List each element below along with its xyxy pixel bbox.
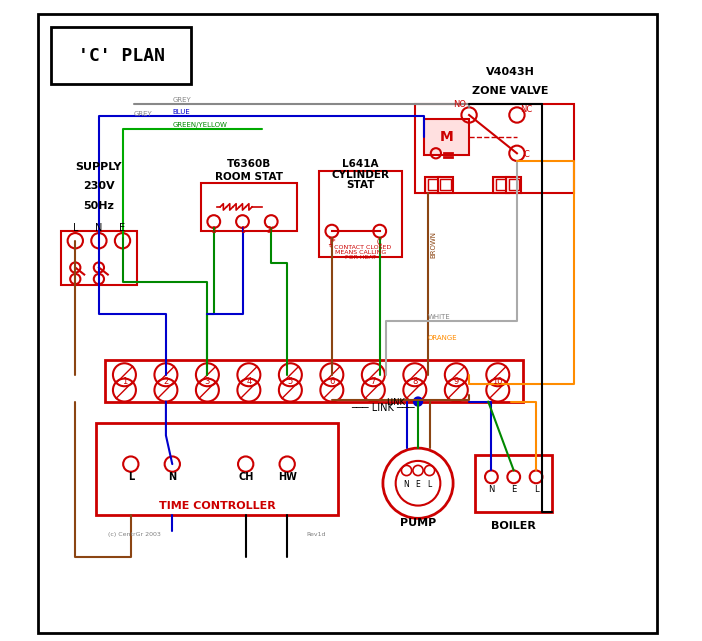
FancyBboxPatch shape: [51, 27, 192, 85]
Text: LINK: LINK: [386, 398, 405, 407]
Text: 3*: 3*: [267, 226, 276, 235]
FancyBboxPatch shape: [319, 171, 402, 256]
Text: ─── LINK ───: ─── LINK ───: [351, 403, 415, 413]
FancyBboxPatch shape: [506, 177, 522, 193]
Text: HW: HW: [278, 472, 297, 482]
Text: 'C' PLAN: 'C' PLAN: [78, 47, 165, 65]
Text: V4043H: V4043H: [486, 67, 535, 76]
Text: C: C: [524, 150, 529, 159]
Text: PUMP: PUMP: [400, 518, 436, 528]
Text: L: L: [128, 472, 134, 482]
FancyBboxPatch shape: [438, 177, 453, 193]
Text: BLUE: BLUE: [172, 110, 190, 115]
Text: FOR HEAT: FOR HEAT: [345, 255, 376, 260]
FancyBboxPatch shape: [105, 360, 523, 401]
Text: 2: 2: [211, 226, 216, 235]
Text: STAT: STAT: [346, 180, 375, 190]
Text: NO: NO: [453, 100, 466, 109]
Text: WHITE: WHITE: [428, 313, 451, 320]
Text: CYLINDER: CYLINDER: [331, 170, 390, 180]
Text: 8: 8: [412, 377, 418, 386]
FancyBboxPatch shape: [201, 183, 297, 231]
FancyBboxPatch shape: [95, 422, 338, 515]
FancyBboxPatch shape: [440, 179, 451, 190]
FancyBboxPatch shape: [415, 103, 574, 193]
Text: M: M: [440, 130, 453, 144]
Text: T6360B: T6360B: [227, 159, 271, 169]
FancyBboxPatch shape: [509, 179, 519, 190]
Text: MEANS CALLING: MEANS CALLING: [335, 250, 386, 254]
Text: L: L: [428, 480, 432, 489]
Text: GREEN/YELLOW: GREEN/YELLOW: [172, 122, 227, 128]
Text: C: C: [377, 238, 383, 247]
FancyBboxPatch shape: [60, 231, 137, 285]
FancyBboxPatch shape: [39, 14, 657, 633]
Text: SUPPLY: SUPPLY: [76, 162, 122, 172]
Text: 5: 5: [288, 377, 293, 386]
FancyBboxPatch shape: [425, 119, 469, 154]
Text: GREY: GREY: [134, 112, 153, 117]
Text: * CONTACT CLOSED: * CONTACT CLOSED: [329, 245, 392, 249]
Text: N: N: [404, 480, 409, 489]
Text: CH: CH: [238, 472, 253, 482]
FancyBboxPatch shape: [428, 179, 438, 190]
Text: ORANGE: ORANGE: [428, 335, 457, 340]
Text: L641A: L641A: [343, 159, 379, 169]
FancyBboxPatch shape: [425, 177, 440, 193]
Text: 230V: 230V: [83, 181, 114, 192]
Text: 6: 6: [329, 377, 335, 386]
FancyBboxPatch shape: [496, 179, 506, 190]
Text: E: E: [119, 223, 126, 233]
Text: (c) CentrGr 2003: (c) CentrGr 2003: [109, 532, 161, 537]
Text: E: E: [416, 480, 420, 489]
Text: N: N: [488, 485, 495, 494]
Text: Rev1d: Rev1d: [306, 532, 326, 537]
Text: 3: 3: [205, 377, 210, 386]
Text: N: N: [168, 472, 176, 482]
Text: 7: 7: [371, 377, 376, 386]
Text: 10: 10: [493, 377, 503, 386]
Text: 4: 4: [246, 377, 251, 386]
Text: E: E: [511, 485, 517, 494]
FancyBboxPatch shape: [475, 454, 552, 512]
Text: 1: 1: [240, 226, 245, 235]
Text: BOILER: BOILER: [491, 521, 536, 531]
Text: N: N: [95, 223, 102, 233]
Text: ZONE VALVE: ZONE VALVE: [472, 86, 549, 96]
Text: 1: 1: [122, 377, 127, 386]
Text: GREY: GREY: [172, 97, 191, 103]
Text: BROWN: BROWN: [431, 231, 437, 258]
FancyBboxPatch shape: [494, 177, 509, 193]
Text: 1*: 1*: [328, 238, 336, 247]
Circle shape: [413, 397, 423, 406]
Text: ROOM STAT: ROOM STAT: [215, 172, 283, 182]
Text: L: L: [72, 223, 78, 233]
Text: TIME CONTROLLER: TIME CONTROLLER: [159, 501, 275, 511]
Text: 2: 2: [164, 377, 168, 386]
Text: NC: NC: [520, 105, 533, 114]
Text: 9: 9: [453, 377, 459, 386]
Text: 50Hz: 50Hz: [84, 201, 114, 211]
Text: L: L: [534, 485, 538, 494]
